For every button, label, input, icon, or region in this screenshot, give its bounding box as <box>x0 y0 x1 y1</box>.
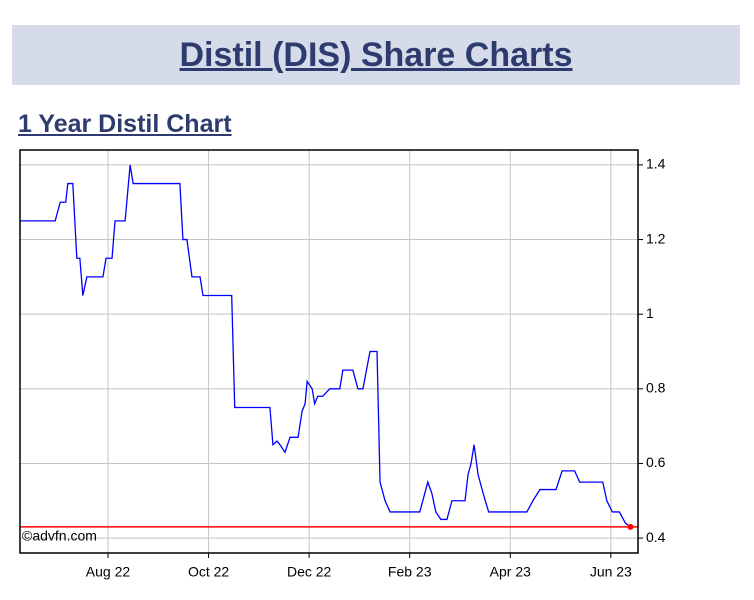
y-tick-label: 1 <box>646 305 654 321</box>
x-tick-label: Jun 23 <box>590 564 632 580</box>
plot-area <box>20 150 638 553</box>
y-tick-label: 0.6 <box>646 454 666 470</box>
last-point <box>627 523 634 530</box>
x-tick-label: Aug 22 <box>86 564 131 580</box>
watermark: ©advfn.com <box>22 528 97 544</box>
plot-frame <box>19 149 639 554</box>
x-tick-label: Feb 23 <box>388 564 432 580</box>
y-tick-label: 0.8 <box>646 380 666 396</box>
header: Distil (DIS) Share Charts <box>12 25 740 85</box>
y-tick-label: 0.4 <box>646 529 666 545</box>
y-tick-label: 1.2 <box>646 230 666 246</box>
x-tick-label: Oct 22 <box>188 564 229 580</box>
page-title: Distil (DIS) Share Charts <box>179 36 573 74</box>
chart-heading: 1 Year Distil Chart <box>18 110 232 138</box>
y-tick-label: 1.4 <box>646 156 666 172</box>
price-line <box>20 164 631 528</box>
x-tick-label: Apr 23 <box>490 564 531 580</box>
x-tick-label: Dec 22 <box>287 564 332 580</box>
